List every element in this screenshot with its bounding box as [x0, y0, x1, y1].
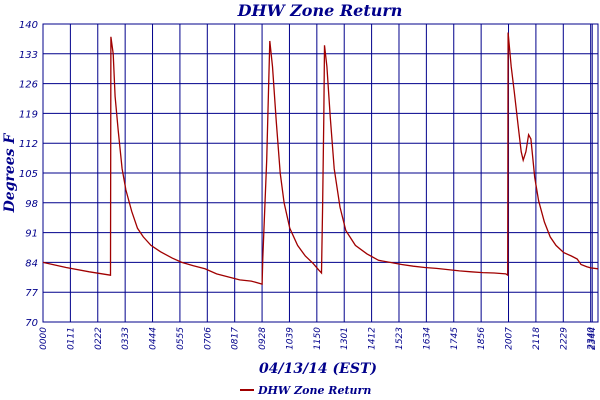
chart-title: DHW Zone Return	[237, 1, 403, 20]
legend-label: DHW Zone Return	[257, 384, 371, 397]
y-tick-label: 84	[25, 258, 38, 269]
x-tick-label: 0222	[94, 327, 104, 350]
series-line-dhw-zone-return	[42, 32, 599, 285]
y-axis-label: Degrees F	[2, 133, 18, 214]
x-tick-label: 1634	[422, 327, 432, 350]
x-tick-label: 0817	[231, 327, 241, 350]
x-tick-label: 1745	[450, 327, 460, 350]
y-tick-label: 112	[19, 139, 38, 150]
x-tick-label: 2229	[559, 327, 569, 350]
x-tick-labels: 0000 0111 0222 0333 0444 0555 0706 0817 0928 1039…	[39, 327, 598, 350]
x-tick-label: 0444	[149, 327, 159, 350]
y-tick-label: 98	[25, 199, 38, 210]
y-tick-label: 126	[19, 80, 38, 91]
x-tick-label: 0333	[121, 327, 131, 350]
x-tick-label: 0706	[203, 327, 213, 350]
x-tick-label: 2007	[505, 327, 515, 350]
x-tick-label: 1150	[313, 327, 323, 350]
x-tick-label: 2118	[532, 327, 542, 350]
y-tick-label: 105	[19, 169, 38, 180]
y-tick-label: 70	[25, 318, 38, 329]
y-tick-label: 133	[19, 50, 38, 61]
x-tick-label: 1301	[340, 327, 350, 350]
x-tick-label: 1523	[395, 327, 405, 350]
x-tick-label: 0555	[176, 327, 186, 350]
x-axis-label: 04/13/14 (EST)	[259, 361, 377, 377]
y-tick-label: 140	[19, 20, 38, 31]
grid-lines	[42, 23, 598, 323]
x-tick-label: 1856	[477, 327, 487, 350]
x-tick-label: 0111	[66, 327, 76, 350]
x-tick-label: 2344	[588, 327, 598, 350]
x-tick-label: 2340	[587, 327, 597, 350]
x-tick-label: 1412	[368, 327, 378, 350]
x-tick-label: 0000	[39, 327, 49, 350]
y-tick-labels: 70 77 84 91 98 105 112 119 126 133 140	[19, 20, 39, 329]
x-tick-label: 0928	[258, 327, 268, 350]
y-tick-label: 91	[25, 229, 38, 240]
legend: DHW Zone Return	[240, 384, 371, 397]
y-tick-label: 77	[25, 288, 38, 299]
plot-frame	[42, 23, 599, 323]
y-tick-label: 119	[19, 109, 38, 120]
x-tick-label: 1039	[285, 327, 295, 350]
